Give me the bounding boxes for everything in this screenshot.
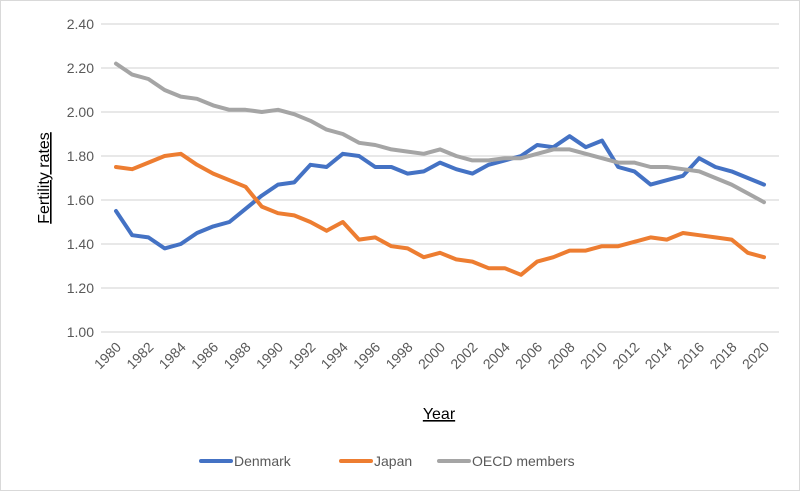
x-tick-label: 1998 <box>382 339 415 372</box>
x-tick-label: 2020 <box>739 339 772 372</box>
x-tick-label: 1980 <box>91 339 124 372</box>
x-tick-label: 1992 <box>285 339 318 372</box>
series-line-oecd-members <box>114 61 766 205</box>
gridlines <box>101 23 779 333</box>
x-tick-label: 2004 <box>480 339 513 372</box>
x-tick-label: 2002 <box>447 339 480 372</box>
y-tick-label: 1.60 <box>67 192 94 208</box>
x-tick-label: 2012 <box>609 339 642 372</box>
legend-label: OECD members <box>472 453 575 469</box>
x-tick-label: 2018 <box>706 339 739 372</box>
x-axis-title: Year <box>423 406 456 423</box>
y-tick-label: 1.40 <box>67 236 94 252</box>
y-tick-label: 1.80 <box>67 148 94 164</box>
x-tick-label: 2016 <box>674 339 707 372</box>
legend: Denmark Japan OECD members <box>199 453 575 469</box>
series-line-japan <box>114 151 766 277</box>
x-tick-label: 2006 <box>512 339 545 372</box>
x-tick-label: 1988 <box>220 339 253 372</box>
y-tick-label: 1.20 <box>67 280 94 296</box>
y-tick-label: 2.20 <box>67 60 94 76</box>
x-tick-label: 2008 <box>544 339 577 372</box>
legend-label: Denmark <box>234 453 292 469</box>
y-tick-label: 2.40 <box>67 16 94 32</box>
series-line-denmark <box>114 134 766 251</box>
x-tick-label: 1984 <box>156 339 189 372</box>
x-tick-label: 1982 <box>123 339 156 372</box>
x-axis-ticks: 1980 1982 1984 1986 1988 1990 1992 1994 1996 1998… <box>91 339 772 372</box>
x-tick-label: 2014 <box>642 339 675 372</box>
x-tick-label: 2010 <box>577 339 610 372</box>
y-axis-title: Fertility rates <box>36 132 53 224</box>
y-axis-ticks: 1.00 1.20 1.40 1.60 1.80 2.00 2.20 2.40 <box>67 16 94 340</box>
x-tick-label: 1994 <box>318 339 351 372</box>
legend-label: Japan <box>374 453 412 469</box>
x-tick-label: 2000 <box>415 339 448 372</box>
x-tick-label: 1986 <box>188 339 221 372</box>
series-lines <box>114 61 766 277</box>
y-tick-label: 1.00 <box>67 324 94 340</box>
x-tick-label: 1990 <box>253 339 286 372</box>
x-tick-label: 1996 <box>350 339 383 372</box>
y-tick-label: 2.00 <box>67 104 94 120</box>
